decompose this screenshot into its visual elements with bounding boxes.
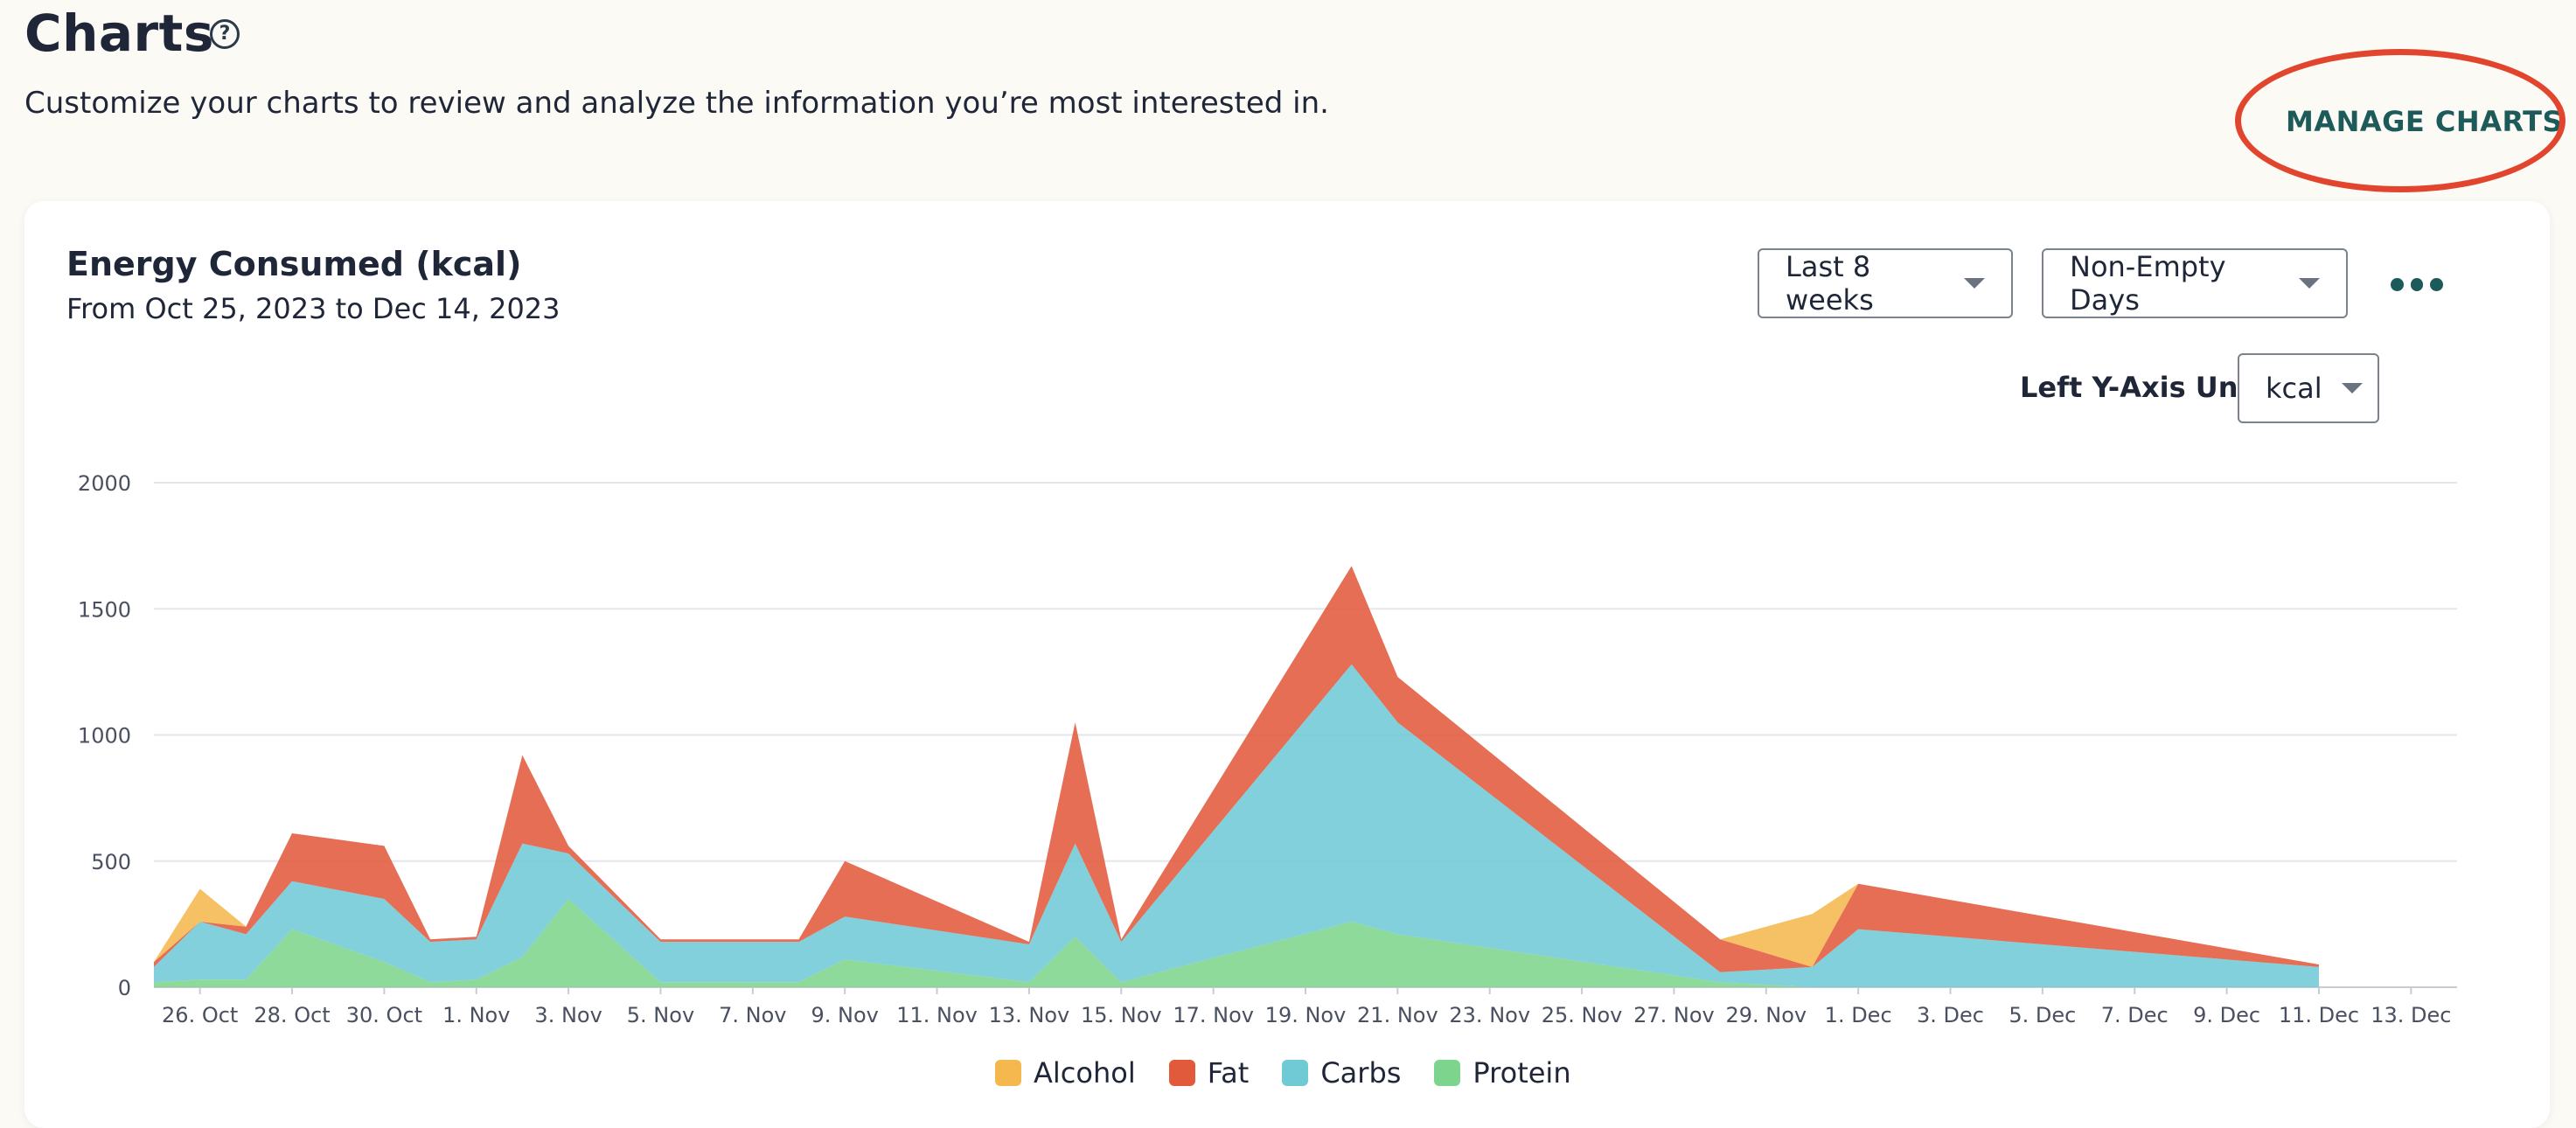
period-dropdown[interactable]: Last 8 weeks xyxy=(1758,248,2013,318)
x-tick-label: 9. Dec xyxy=(2193,1003,2260,1023)
x-tick-label: 28. Oct xyxy=(254,1003,330,1023)
legend-label: Alcohol xyxy=(1034,1056,1136,1090)
x-tick-label: 27. Nov xyxy=(1633,1003,1715,1023)
x-tick-label: 5. Dec xyxy=(2009,1003,2076,1023)
x-tick-label: 15. Nov xyxy=(1081,1003,1162,1023)
chart-date-range: From Oct 25, 2023 to Dec 14, 2023 xyxy=(66,292,560,325)
x-tick-label: 1. Dec xyxy=(1825,1003,1892,1023)
energy-area-chart: 0 500 1000 1500 2000 26. Oct 28. Oct 30. Oct 1. … xyxy=(78,471,2457,1023)
x-tick-label: 29. Nov xyxy=(1725,1003,1807,1023)
y-tick-label: 2000 xyxy=(78,471,131,496)
x-tick-label: 1. Nov xyxy=(442,1003,510,1023)
area-series-carbs[interactable] xyxy=(154,664,2319,987)
period-dropdown-label: Last 8 weeks xyxy=(1786,250,1874,317)
x-tick-label: 7. Nov xyxy=(719,1003,786,1023)
x-tick-label: 13. Dec xyxy=(2371,1003,2451,1023)
question-circle-icon[interactable]: ? xyxy=(210,19,240,49)
more-horizontal-icon[interactable] xyxy=(2391,271,2444,297)
x-tick-label: 11. Nov xyxy=(896,1003,978,1023)
legend-swatch xyxy=(1282,1060,1309,1086)
area-series-fat[interactable] xyxy=(154,566,2319,972)
days-filter-dropdown[interactable]: Non-Empty Days xyxy=(2042,248,2348,318)
legend-swatch xyxy=(1168,1060,1195,1086)
legend-label: Fat xyxy=(1207,1056,1250,1090)
y-tick-label: 500 xyxy=(91,850,131,874)
x-tick-label: 3. Nov xyxy=(534,1003,602,1023)
x-tick-label: 17. Nov xyxy=(1173,1003,1254,1023)
x-tick-label: 11. Dec xyxy=(2279,1003,2359,1023)
chart-legend: Alcohol Fat Carbs Protein xyxy=(995,1056,1571,1090)
x-tick-label: 3. Dec xyxy=(1917,1003,1984,1023)
legend-label: Protein xyxy=(1472,1056,1571,1090)
x-tick-label: 9. Nov xyxy=(811,1003,879,1023)
chevron-down-icon xyxy=(1964,278,1985,289)
legend-item-protein[interactable]: Protein xyxy=(1434,1056,1571,1090)
unit-dropdown[interactable]: kcal xyxy=(2238,353,2379,423)
legend-label: Carbs xyxy=(1320,1056,1402,1090)
x-tick-label: 7. Dec xyxy=(2101,1003,2169,1023)
y-tick-label: 0 xyxy=(118,976,131,1000)
chart-card: Energy Consumed (kcal) From Oct 25, 2023… xyxy=(24,201,2550,1128)
page-subtitle: Customize your charts to review and anal… xyxy=(24,86,1329,121)
x-tick-label: 13. Nov xyxy=(989,1003,1070,1023)
x-tick-label: 25. Nov xyxy=(1542,1003,1623,1023)
chart-title: Energy Consumed (kcal) xyxy=(66,245,522,283)
legend-item-carbs[interactable]: Carbs xyxy=(1282,1056,1401,1090)
x-tick-label: 30. Oct xyxy=(346,1003,422,1023)
x-tick-label: 23. Nov xyxy=(1449,1003,1530,1023)
y-tick-label: 1500 xyxy=(78,597,131,622)
x-tick-label: 19. Nov xyxy=(1265,1003,1347,1023)
legend-item-alcohol[interactable]: Alcohol xyxy=(995,1056,1136,1090)
manage-charts-button[interactable]: MANAGE CHARTS xyxy=(2286,105,2564,138)
y-axis-unit-label: Left Y-Axis Unit xyxy=(2020,371,2261,404)
x-tick-label: 21. Nov xyxy=(1357,1003,1438,1023)
legend-swatch xyxy=(995,1060,1021,1086)
y-tick-label: 1000 xyxy=(78,724,131,749)
legend-swatch xyxy=(1434,1060,1461,1086)
unit-dropdown-label: kcal xyxy=(2266,372,2322,405)
days-filter-label: Non-Empty Days xyxy=(2070,250,2226,317)
x-tick-label: 5. Nov xyxy=(627,1003,694,1023)
chevron-down-icon xyxy=(2299,278,2320,289)
area-series-protein[interactable] xyxy=(154,899,2319,987)
legend-item-fat[interactable]: Fat xyxy=(1168,1056,1250,1090)
chevron-down-icon xyxy=(2341,383,2363,393)
page-title: Charts xyxy=(24,3,214,63)
x-tick-label: 26. Oct xyxy=(162,1003,238,1023)
